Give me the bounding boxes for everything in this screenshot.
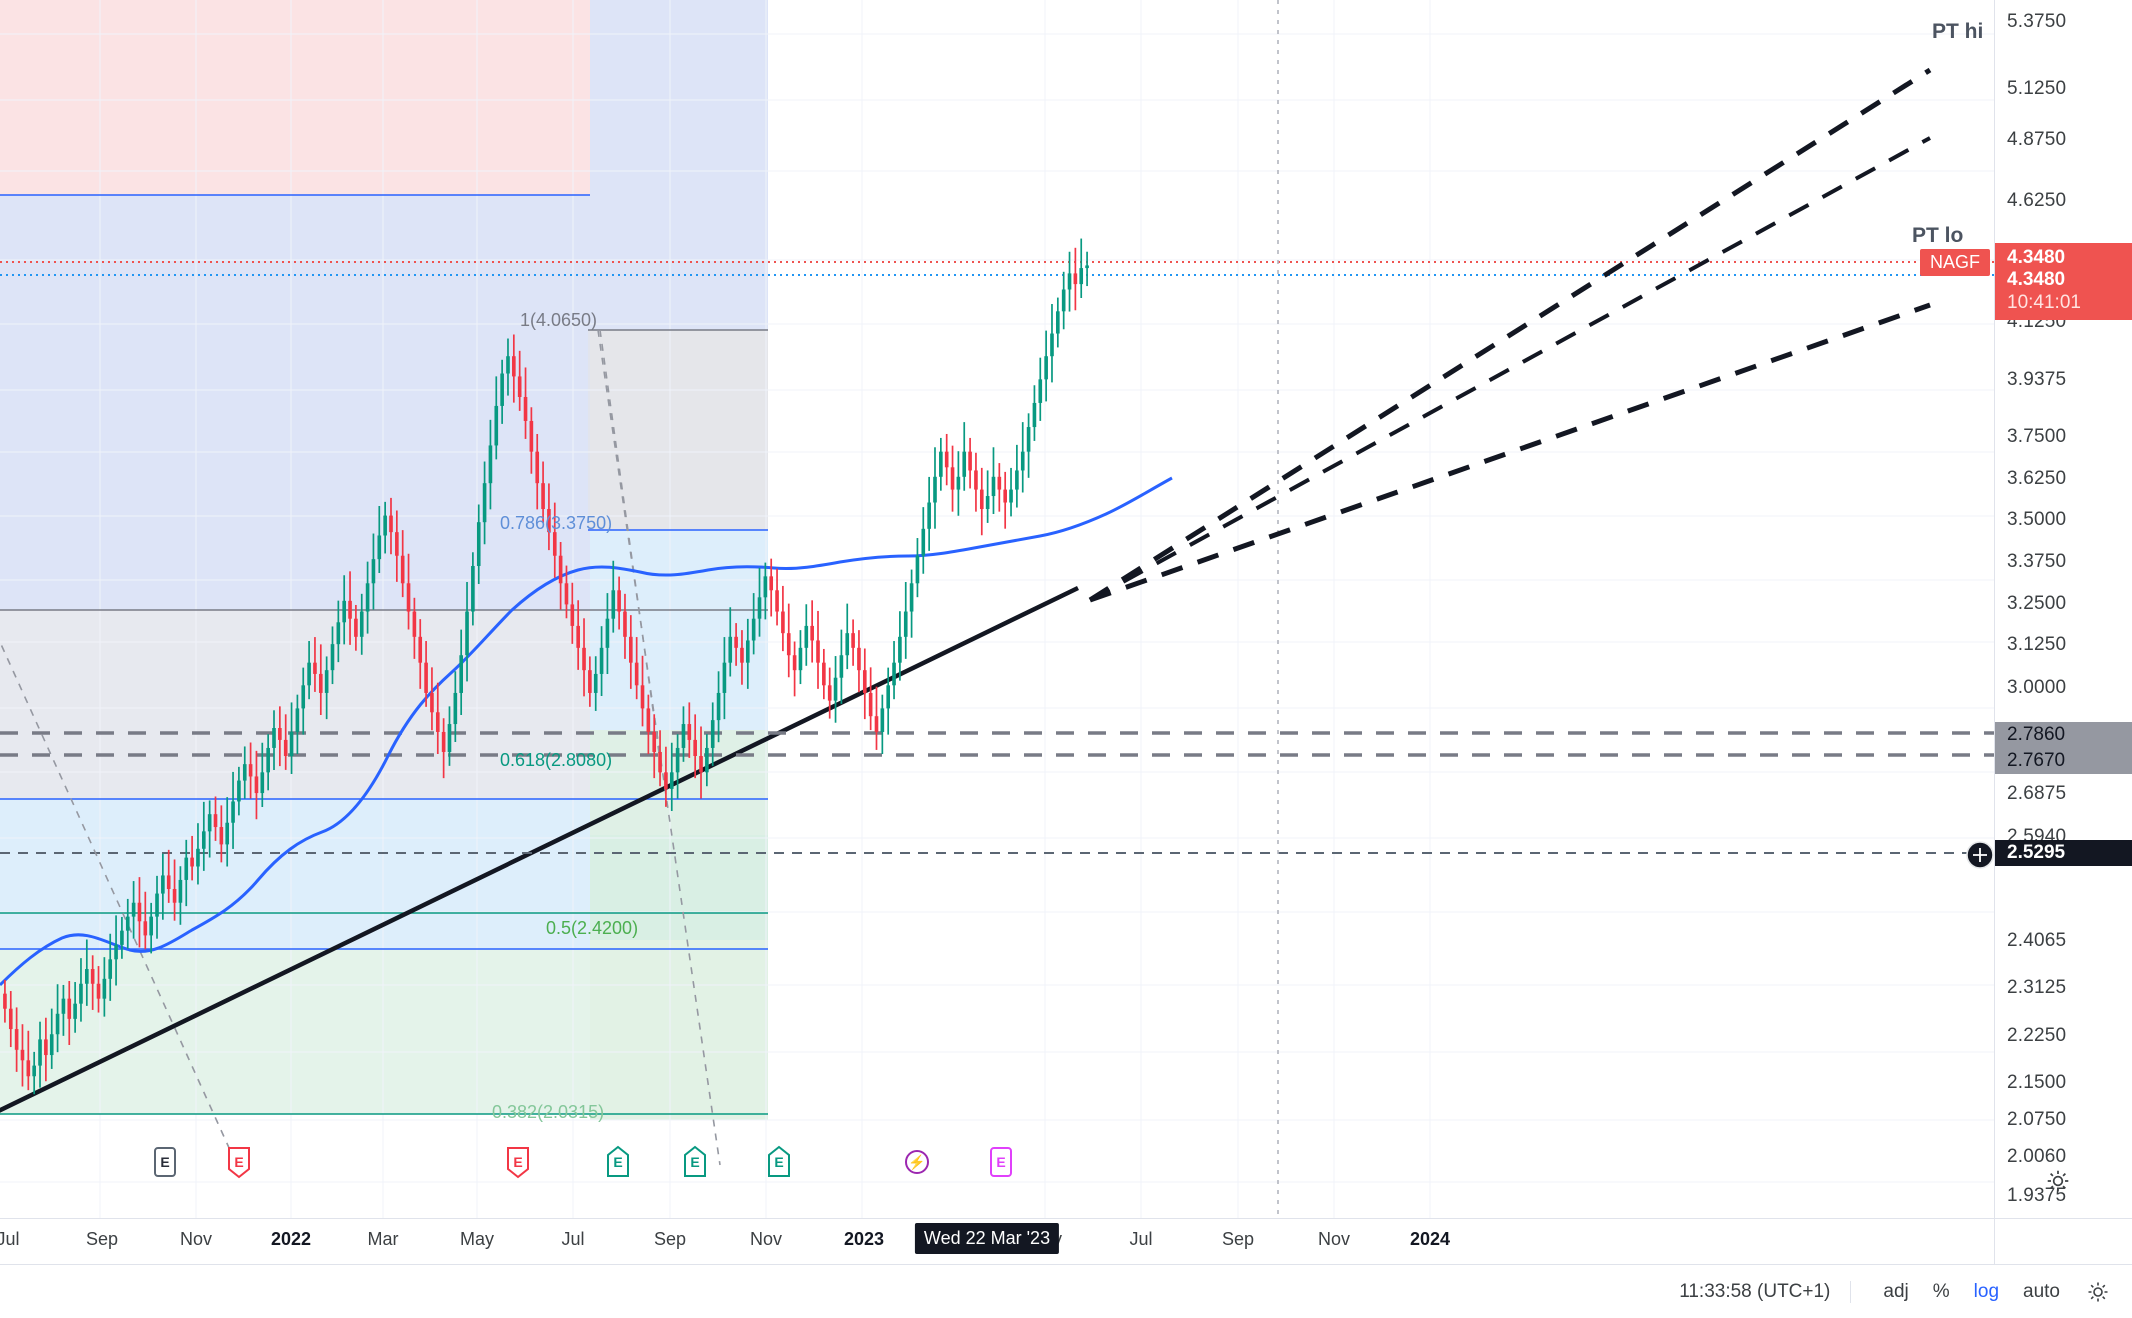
svg-text:⚡: ⚡ [908,1154,925,1171]
price-tick: 3.2500 [2007,593,2067,614]
price-axis-settings-gear-icon[interactable] [2045,1168,2071,1194]
time-axis[interactable]: JulSepNov2022MarMayJulSepNov2023MayJulSe… [0,1218,1994,1264]
price-tick: 4.8750 [2007,129,2067,150]
price-tick: 3.5000 [2007,509,2067,530]
svg-text:E: E [513,1154,522,1170]
time-tick: Sep [85,1229,119,1249]
last-price-value: 4.3480 [2007,269,2066,291]
price-tick: 2.2250 [2007,1025,2067,1046]
event-marker[interactable]: E [766,1145,792,1179]
crosshair-date-badge: Wed 22 Mar '23 [914,1223,1060,1254]
level-tag-2786: 2.7860 [1995,722,2132,748]
level-tag-2529[interactable]: 2.5295 [1995,840,2132,866]
candlestick-series [3,238,1089,1095]
chart-status-bar: 11:33:58 (UTC+1) adj % log auto [0,1264,2132,1318]
time-tick: Jul [1129,1229,1153,1249]
event-marker[interactable]: E [226,1145,252,1179]
price-tick: 3.0000 [2007,677,2067,698]
event-marker[interactable]: E [505,1145,531,1179]
event-marker[interactable]: E [988,1145,1014,1179]
clock-label: 11:33:58 (UTC+1) [1679,1280,1852,1303]
time-tick: Jul [561,1229,585,1249]
svg-text:E: E [690,1154,699,1170]
log-toggle[interactable]: log [1973,1280,2000,1302]
svg-text:E: E [234,1154,243,1170]
price-tick: 2.0750 [2007,1109,2067,1130]
time-tick: Sep [653,1229,687,1249]
symbol-tag-label: NAGF [1930,252,1981,272]
price-tick: 5.3750 [2007,11,2067,32]
countdown-timer: 10:41:01 [2007,291,2081,313]
price-tick: 5.1250 [2007,78,2067,99]
price-tick: 2.1500 [2007,1072,2067,1093]
current-price-bubble: 4.3480 4.3480 10:41:01 [1995,243,2132,321]
current-price-value: 4.3480 [2007,247,2066,268]
event-marker[interactable]: E [605,1145,631,1179]
price-tick: 3.1250 [2007,634,2067,655]
time-tick: Nov [749,1229,783,1249]
price-tick: 2.6875 [2007,783,2067,804]
price-axis[interactable]: 5.3750 5.1250 4.8750 4.6250 4.1250 3.9375 3.75… [1966,0,2132,1218]
time-tick: 2023 [843,1229,885,1249]
price-tick: 2.4065 [2007,930,2067,951]
price-tick: 1.9375 [2007,1185,2067,1206]
time-tick: Jul [0,1229,20,1249]
svg-text:E: E [160,1154,169,1170]
adj-toggle[interactable]: adj [1883,1280,1909,1302]
percent-toggle[interactable]: % [1932,1280,1950,1302]
price-tick: 4.6250 [2007,190,2067,211]
price-tick: 3.6250 [2007,468,2067,489]
level-tag-2767: 2.7670 [1995,748,2132,774]
time-tick: 2022 [270,1229,312,1249]
svg-text:E: E [996,1154,1005,1170]
svg-text:E: E [774,1154,783,1170]
time-tick: May [459,1229,495,1249]
auto-toggle[interactable]: auto [2023,1280,2060,1302]
time-tick: Mar [367,1229,399,1249]
time-tick: Sep [1221,1229,1255,1249]
price-tick: 2.3125 [2007,977,2067,998]
time-tick: Nov [179,1229,213,1249]
svg-text:E: E [613,1154,622,1170]
chart-settings-gear-icon[interactable] [2086,1280,2110,1304]
add-alert-icon[interactable] [1965,840,1995,870]
symbol-price-line-tag: NAGF [1920,249,1991,276]
price-tick: 3.9375 [2007,369,2067,390]
event-marker[interactable]: ⚡ [904,1145,930,1179]
price-tick: 3.7500 [2007,426,2067,447]
time-tick: Nov [1317,1229,1351,1249]
time-tick: 2024 [1409,1229,1451,1249]
time-axis-corner [1994,1218,2132,1264]
event-marker[interactable]: E [152,1145,178,1179]
chart-plot-area[interactable]: 1(4.0650) 0.786(3.3750) 0.618(2.8080) 0.… [0,0,1994,1218]
event-marker[interactable]: E [682,1145,708,1179]
price-tick: 3.3750 [2007,551,2067,572]
price-tick: 2.0060 [2007,1146,2067,1167]
